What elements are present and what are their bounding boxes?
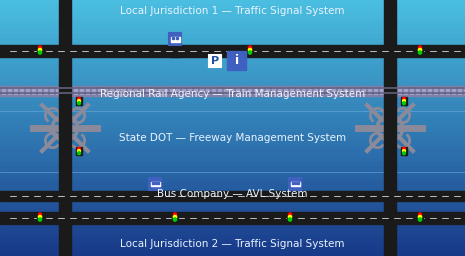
Circle shape (78, 150, 80, 152)
Bar (297, 182, 299, 184)
Text: Regional Rail Agency — Train Management System: Regional Rail Agency — Train Management … (100, 89, 365, 99)
Bar (287, 212, 293, 221)
Circle shape (418, 46, 422, 49)
Circle shape (418, 51, 422, 54)
Circle shape (403, 97, 405, 100)
Text: Bus Company — AVL System: Bus Company — AVL System (157, 189, 308, 199)
Circle shape (78, 100, 80, 102)
Circle shape (288, 218, 292, 221)
Circle shape (418, 213, 422, 216)
Bar (401, 97, 407, 105)
Circle shape (39, 48, 42, 52)
Bar (291, 182, 299, 186)
Circle shape (39, 215, 42, 219)
Circle shape (418, 218, 422, 221)
FancyBboxPatch shape (227, 51, 246, 70)
Bar (157, 182, 159, 184)
Bar (76, 97, 82, 105)
Bar (417, 46, 423, 55)
Circle shape (173, 215, 177, 219)
Circle shape (78, 152, 80, 155)
Text: P: P (211, 56, 219, 66)
Bar (154, 182, 156, 184)
Circle shape (403, 152, 405, 155)
Circle shape (403, 150, 405, 152)
Circle shape (173, 213, 177, 216)
Bar (153, 182, 154, 184)
Text: State DOT — Freeway Management System: State DOT — Freeway Management System (119, 133, 346, 143)
FancyBboxPatch shape (169, 33, 181, 45)
Circle shape (403, 147, 405, 150)
Circle shape (39, 218, 42, 221)
Text: i: i (235, 55, 239, 68)
FancyBboxPatch shape (149, 178, 161, 190)
Circle shape (173, 218, 177, 221)
Circle shape (78, 97, 80, 100)
Bar (292, 182, 294, 184)
Circle shape (248, 51, 252, 54)
Circle shape (39, 51, 42, 54)
Text: Local Jurisdiction 2 — Traffic Signal System: Local Jurisdiction 2 — Traffic Signal Sy… (120, 239, 345, 249)
Circle shape (288, 213, 292, 216)
Bar (76, 147, 82, 155)
Circle shape (288, 215, 292, 219)
Bar (176, 37, 178, 39)
Circle shape (418, 215, 422, 219)
Bar (294, 182, 296, 184)
Bar (37, 46, 43, 55)
FancyBboxPatch shape (289, 178, 301, 190)
Bar (401, 147, 407, 155)
Bar (172, 37, 174, 39)
Circle shape (78, 147, 80, 150)
Circle shape (39, 46, 42, 49)
Circle shape (248, 48, 252, 52)
Text: Local Jurisdiction 1 — Traffic Signal System: Local Jurisdiction 1 — Traffic Signal Sy… (120, 6, 345, 16)
Bar (151, 182, 159, 186)
Circle shape (403, 102, 405, 105)
Circle shape (418, 48, 422, 52)
FancyBboxPatch shape (209, 55, 221, 67)
Bar (417, 212, 423, 221)
Bar (171, 37, 179, 42)
Circle shape (248, 46, 252, 49)
Circle shape (39, 213, 42, 216)
Circle shape (78, 102, 80, 105)
Bar (37, 212, 43, 221)
Bar (172, 212, 178, 221)
Bar (247, 46, 253, 55)
Circle shape (403, 100, 405, 102)
